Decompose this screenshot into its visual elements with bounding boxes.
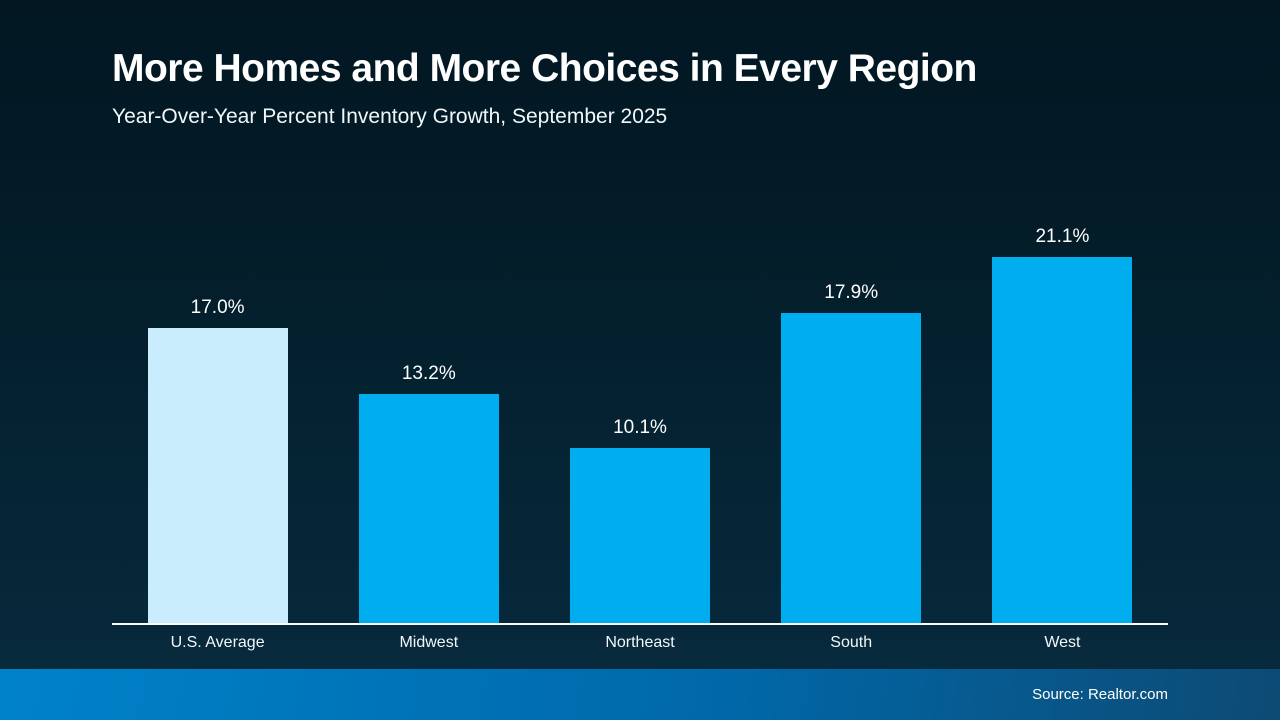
bar-column: 21.1% [957, 226, 1168, 623]
chart-header: More Homes and More Choices in Every Reg… [112, 47, 1200, 129]
bar-column: 10.1% [534, 417, 745, 623]
category-label: South [830, 634, 873, 651]
bar-column: 17.0% [112, 297, 323, 623]
chart-subtitle: Year-Over-Year Percent Inventory Growth,… [112, 104, 668, 128]
bar-value-label: 17.9% [824, 282, 879, 303]
category-label: U.S. Average [170, 634, 265, 651]
footer-bar: Source: Realtor.com [0, 669, 1280, 720]
bar-value-label: 17.0% [190, 297, 245, 318]
bar-rect [570, 448, 710, 623]
bar-chart-plot-area: 17.0% 13.2% 10.1% 17.9% 21.1% [112, 223, 1168, 623]
x-axis-line [112, 623, 1168, 625]
category-label: Midwest [399, 634, 459, 651]
bar-rect [781, 313, 922, 623]
chart-title: More Homes and More Choices in Every Reg… [112, 47, 977, 90]
bar-value-label: 13.2% [401, 363, 456, 384]
x-axis-category-labels: U.S. Average Midwest Northeast South West [112, 634, 1168, 652]
bar-value-label: 21.1% [1035, 226, 1090, 247]
bar-rect [358, 394, 499, 623]
bar-column: 17.9% [746, 282, 957, 623]
category-label: Northeast [605, 634, 675, 651]
bar-value-label: 10.1% [613, 417, 667, 438]
source-attribution: Source: Realtor.com [1032, 686, 1168, 703]
bar-column: 13.2% [323, 363, 534, 623]
bar-rect [147, 328, 288, 623]
bar-rect [992, 257, 1133, 623]
category-label: West [1044, 634, 1081, 651]
